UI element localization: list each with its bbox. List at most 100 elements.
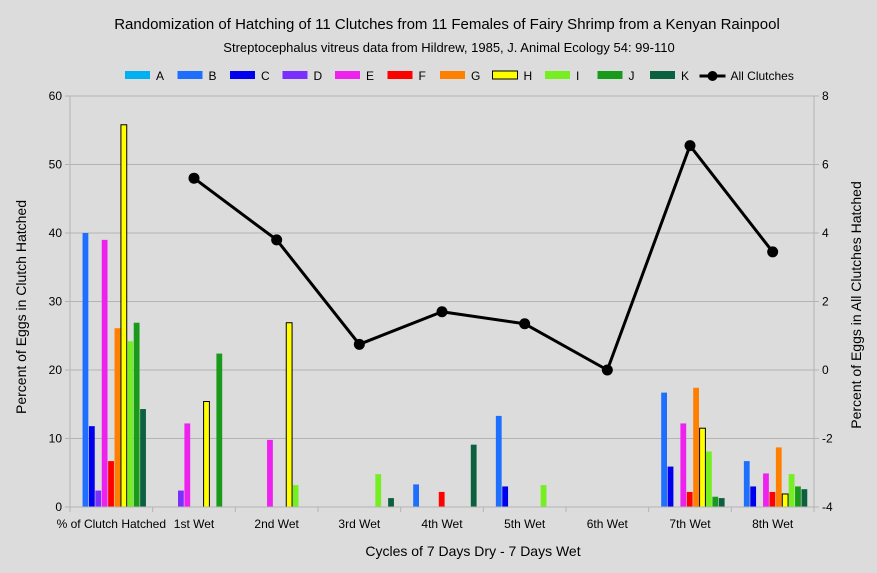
x-tick-label: 4th Wet bbox=[421, 517, 463, 531]
y-tick-label: 50 bbox=[49, 158, 63, 172]
bar-b bbox=[743, 461, 750, 507]
x-tick-label: 2nd Wet bbox=[254, 517, 299, 531]
bar-series bbox=[82, 124, 808, 508]
legend-swatch-b bbox=[177, 71, 203, 79]
legend-label: I bbox=[576, 69, 579, 83]
bar-e bbox=[184, 423, 191, 507]
legend-label: A bbox=[156, 69, 164, 83]
legend-swatch-i bbox=[545, 71, 570, 79]
legend-label: H bbox=[524, 69, 533, 83]
legend-swatch-e bbox=[335, 71, 360, 79]
all-clutches-line bbox=[193, 144, 774, 372]
bar-b bbox=[661, 392, 667, 507]
all-clutches-point bbox=[188, 172, 200, 184]
x-tick-label: 3rd Wet bbox=[338, 517, 380, 531]
bar-h bbox=[120, 124, 128, 508]
y-tick-label: 60 bbox=[49, 89, 63, 103]
bar-e bbox=[763, 473, 769, 507]
bar-h bbox=[203, 401, 210, 508]
x-tick-label: 6th Wet bbox=[587, 517, 629, 531]
bar-g bbox=[775, 447, 782, 507]
bar-b bbox=[495, 415, 502, 507]
legend-label: E bbox=[366, 69, 374, 83]
bar-d bbox=[178, 490, 184, 507]
x-tick-label: 1st Wet bbox=[174, 517, 215, 531]
legend-swatch-c bbox=[230, 71, 255, 79]
bar-h bbox=[699, 427, 706, 508]
x-axis-label: Cycles of 7 Days Dry - 7 Days Wet bbox=[365, 543, 580, 559]
y2-axis-label: Percent of Eggs in All Clutches Hatched bbox=[848, 181, 864, 428]
bar-j bbox=[216, 353, 223, 507]
legend-swatch-f bbox=[387, 71, 413, 79]
bar-i bbox=[375, 474, 382, 507]
legend-label: F bbox=[419, 69, 426, 83]
bar-f bbox=[438, 491, 445, 507]
y2-tick-label: 4 bbox=[822, 226, 829, 240]
legend-label: K bbox=[681, 69, 689, 83]
chart-subtitle: Streptocephalus vitreus data from Hildre… bbox=[223, 40, 674, 55]
bar-e bbox=[680, 423, 687, 507]
legend-label: C bbox=[261, 69, 270, 83]
bar-k bbox=[140, 409, 146, 507]
x-tick-label: % of Clutch Hatched bbox=[57, 517, 166, 531]
bar-i bbox=[292, 485, 299, 507]
bar-k bbox=[470, 444, 477, 507]
bar-i bbox=[127, 341, 134, 507]
all-clutches-point bbox=[684, 140, 696, 152]
bar-h bbox=[285, 322, 293, 508]
bar-c bbox=[667, 466, 674, 507]
bar-k bbox=[801, 489, 808, 507]
bar-i bbox=[540, 485, 547, 507]
legend-label: G bbox=[471, 69, 480, 83]
y2-tick-label: 0 bbox=[822, 363, 829, 377]
grid-lines bbox=[70, 95, 814, 439]
legend-swatch-d bbox=[282, 71, 308, 79]
bar-k bbox=[718, 498, 725, 507]
legend-label: B bbox=[209, 69, 217, 83]
y-tick-label: 40 bbox=[49, 226, 63, 240]
x-tick-label: 7th Wet bbox=[669, 517, 711, 531]
all-clutches-point bbox=[436, 306, 448, 318]
y2-tick-label: -2 bbox=[822, 432, 833, 446]
y2-tick-label: 8 bbox=[822, 89, 829, 103]
bar-f bbox=[108, 461, 114, 507]
y-tick-label: 0 bbox=[55, 500, 62, 514]
bar-j bbox=[712, 496, 719, 507]
legend-swatch-k bbox=[650, 71, 675, 79]
y-axis-label: Percent of Eggs in Clutch Hatched bbox=[13, 200, 29, 414]
legend-label: All Clutches bbox=[731, 69, 794, 83]
bar-e bbox=[267, 439, 273, 507]
y2-tick-label: -4 bbox=[822, 500, 833, 514]
bar-h bbox=[781, 493, 789, 508]
x-tick-label: 5th Wet bbox=[504, 517, 546, 531]
all-clutches-point bbox=[519, 318, 531, 330]
bar-g bbox=[693, 387, 699, 507]
legend-label: D bbox=[314, 69, 323, 83]
legend-line-marker bbox=[707, 71, 718, 81]
bar-f bbox=[769, 491, 776, 507]
legend-swatch-g bbox=[440, 71, 465, 79]
bar-j bbox=[795, 486, 801, 507]
all-clutches-point bbox=[601, 364, 613, 376]
chart-title: Randomization of Hatching of 11 Clutches… bbox=[114, 16, 780, 33]
bar-c bbox=[750, 486, 757, 507]
bar-d bbox=[95, 490, 102, 507]
bar-k bbox=[388, 498, 394, 507]
line-series bbox=[188, 140, 779, 376]
bar-i bbox=[706, 451, 712, 507]
y-tick-label: 10 bbox=[49, 432, 63, 446]
y2-tick-label: 2 bbox=[822, 295, 829, 309]
bar-e bbox=[101, 239, 108, 507]
legend: A B C D E F G H I J K All Clutches bbox=[125, 69, 794, 83]
y-tick-label: 20 bbox=[49, 363, 63, 377]
bar-c bbox=[502, 486, 509, 507]
bar-g bbox=[114, 328, 121, 507]
bar-i bbox=[788, 474, 795, 507]
x-tick-label: 8th Wet bbox=[752, 517, 794, 531]
y2-tick-label: 6 bbox=[822, 158, 829, 172]
legend-swatch-j bbox=[597, 71, 623, 79]
y-tick-label: 30 bbox=[49, 295, 63, 309]
axes: 0 10 20 30 40 50 60 -4 -2 0 2 4 6 8 % of Clutch Hatche… bbox=[49, 89, 833, 531]
bar-c bbox=[88, 426, 95, 507]
